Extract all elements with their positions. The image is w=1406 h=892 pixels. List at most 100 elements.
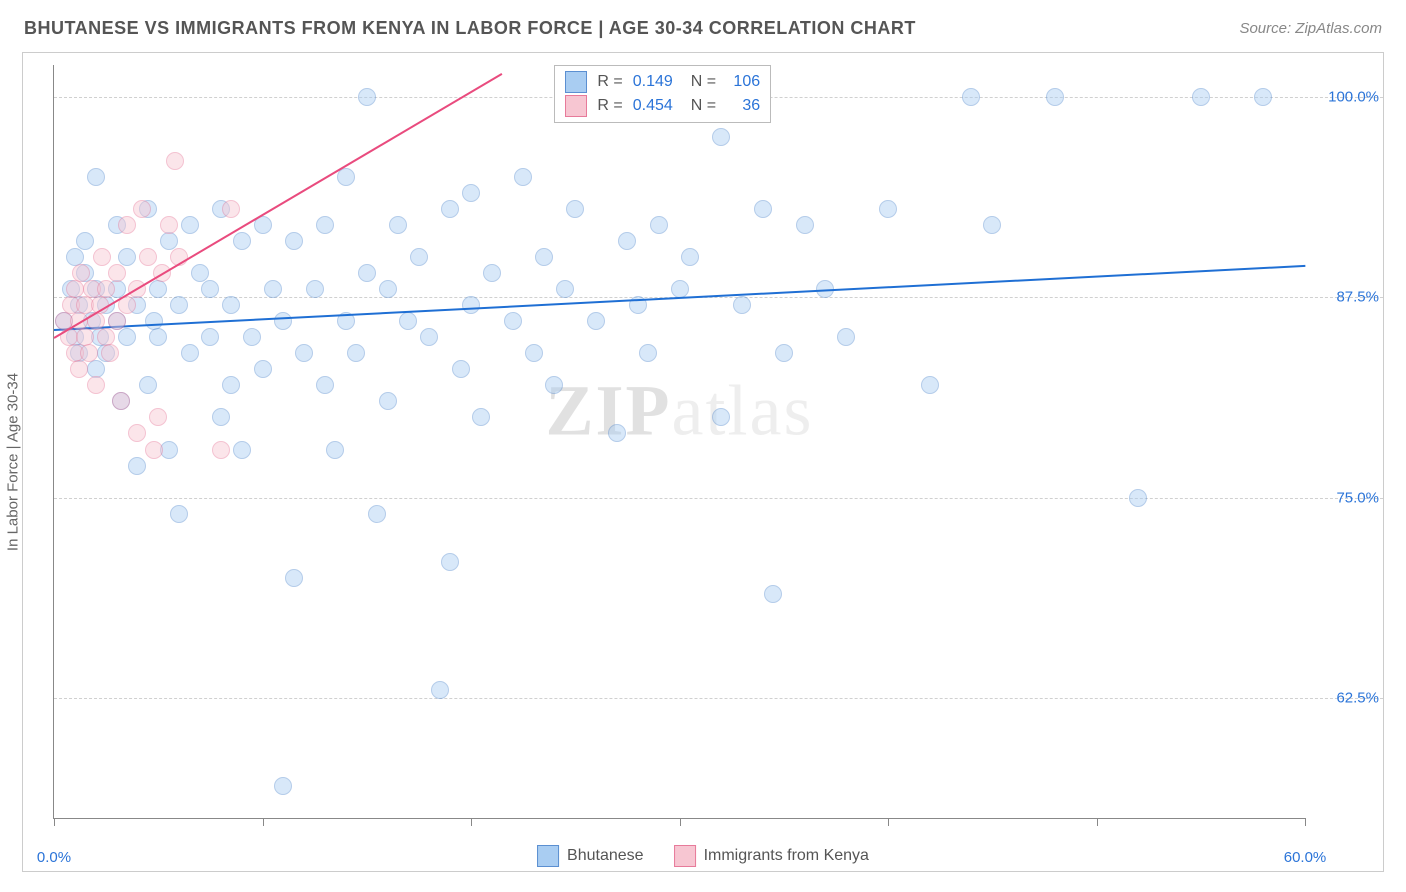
data-point [212,408,230,426]
data-point [608,424,626,442]
data-point [775,344,793,362]
legend-label: Immigrants from Kenya [704,847,869,865]
data-point [87,376,105,394]
data-point [170,505,188,523]
data-point [149,328,167,346]
data-point [796,216,814,234]
data-point [166,152,184,170]
data-point [452,360,470,378]
data-point [212,441,230,459]
data-point [618,232,636,250]
data-point [462,184,480,202]
x-tick [471,818,472,826]
data-point [139,248,157,266]
data-point [264,280,282,298]
data-point [441,553,459,571]
chart-title: BHUTANESE VS IMMIGRANTS FROM KENYA IN LA… [24,18,916,39]
n-label: N = [691,70,716,94]
data-point [170,296,188,314]
swatch-icon [565,71,587,93]
data-point [222,296,240,314]
y-tick-label: 87.5% [1309,289,1379,306]
data-point [639,344,657,362]
y-tick-label: 75.0% [1309,489,1379,506]
data-point [233,441,251,459]
swatch-icon [565,95,587,117]
data-point [410,248,428,266]
data-point [472,408,490,426]
data-point [118,216,136,234]
data-point [80,344,98,362]
data-point [254,360,272,378]
data-point [462,296,480,314]
data-point [149,280,167,298]
data-point [201,328,219,346]
data-point [347,344,365,362]
n-value: 36 [726,94,760,118]
data-point [160,232,178,250]
data-point [358,264,376,282]
bottom-legend: Bhutanese Immigrants from Kenya [537,845,869,867]
y-tick-label: 62.5% [1309,689,1379,706]
data-point [681,248,699,266]
data-point [274,777,292,795]
data-point [764,585,782,603]
data-point [358,88,376,106]
data-point [133,200,151,218]
legend-item-kenya: Immigrants from Kenya [674,845,869,867]
data-point [181,344,199,362]
data-point [326,441,344,459]
data-point [420,328,438,346]
data-point [160,216,178,234]
data-point [181,216,199,234]
data-point [1046,88,1064,106]
n-label: N = [691,94,716,118]
legend-item-bhutanese: Bhutanese [537,845,644,867]
data-point [97,280,115,298]
source-attribution: Source: ZipAtlas.com [1239,20,1382,37]
trend-line [53,73,502,339]
r-label: R = [597,70,622,94]
data-point [233,232,251,250]
data-point [566,200,584,218]
x-tick [54,818,55,826]
data-point [837,328,855,346]
data-point [650,216,668,234]
data-point [112,392,130,410]
data-point [879,200,897,218]
data-point [921,376,939,394]
data-point [274,312,292,330]
data-point [712,408,730,426]
data-point [93,248,111,266]
data-point [389,216,407,234]
data-point [1192,88,1210,106]
data-point [222,200,240,218]
data-point [243,328,261,346]
data-point [962,88,980,106]
watermark: ZIPatlas [546,370,814,453]
data-point [285,569,303,587]
n-value: 106 [726,70,760,94]
x-tick [1097,818,1098,826]
r-value: 0.454 [633,94,673,118]
x-tick [263,818,264,826]
data-point [108,264,126,282]
data-point [201,280,219,298]
legend-row: R =0.149N =106 [565,70,760,94]
data-point [1254,88,1272,106]
data-point [441,200,459,218]
gridline [54,297,1383,298]
data-point [379,392,397,410]
data-point [754,200,772,218]
data-point [70,360,88,378]
data-point [733,296,751,314]
gridline [54,698,1383,699]
r-label: R = [597,94,622,118]
data-point [983,216,1001,234]
data-point [535,248,553,266]
data-point [149,408,167,426]
y-axis-title: In Labor Force | Age 30-34 [5,373,22,551]
data-point [399,312,417,330]
data-point [1129,489,1147,507]
data-point [101,344,119,362]
